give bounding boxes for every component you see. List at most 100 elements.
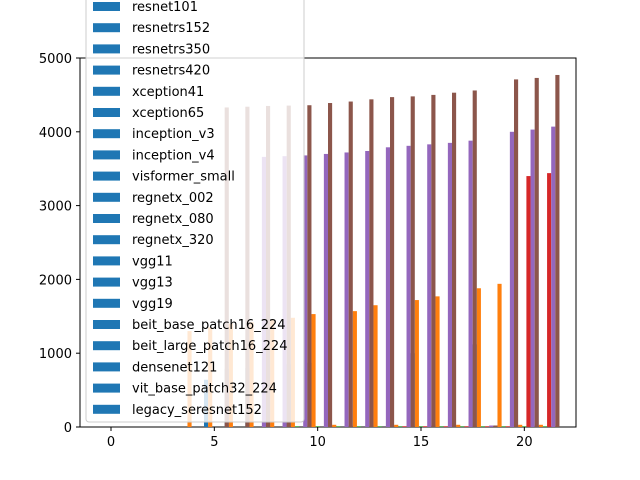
bar-s4-x21 xyxy=(551,126,556,427)
legend-swatch xyxy=(93,235,120,245)
bar-s3-x14 xyxy=(402,426,407,427)
bar-s5-x10 xyxy=(328,103,333,428)
legend-label: xception41 xyxy=(132,85,204,100)
bar-s2-x16 xyxy=(439,426,444,427)
legend-swatch xyxy=(93,2,120,11)
bar-s2-x21 xyxy=(542,426,548,427)
bar-s5-x17 xyxy=(472,90,477,427)
bar-s2-x11 xyxy=(336,426,341,427)
bar-s1-x16 xyxy=(435,296,440,427)
legend-label: vgg19 xyxy=(132,297,173,312)
bar-s5-x12 xyxy=(369,99,374,427)
legend-swatch xyxy=(93,277,120,287)
legend-swatch xyxy=(93,44,120,54)
bar-s5-x21 xyxy=(555,74,560,427)
bar-s4-x13 xyxy=(385,147,390,428)
legend-label: beit_large_patch16_224 xyxy=(132,339,287,354)
y-tick-label: 2000 xyxy=(39,273,72,288)
bar-s3-x17 xyxy=(464,426,469,427)
bar-s3-x15 xyxy=(423,426,428,427)
x-tick-label: 0 xyxy=(107,435,115,450)
legend-swatch xyxy=(93,298,120,308)
bar-s5-x11 xyxy=(348,101,353,427)
legend-swatch xyxy=(93,362,120,372)
bar-s2-x20 xyxy=(522,426,527,427)
bar-s1-x20 xyxy=(518,424,523,427)
x-tick-label: 20 xyxy=(516,435,533,450)
bar-s1-x18 xyxy=(476,288,481,427)
legend-swatch xyxy=(93,150,120,160)
bar-s2-x18 xyxy=(480,426,486,427)
bar-s1-x15 xyxy=(414,300,419,427)
bar-s4-x12 xyxy=(365,150,370,428)
legend: resnet101 resnetrs152 resnetrs350 resnetrs4… xyxy=(85,0,305,423)
legend-swatch xyxy=(93,23,120,33)
legend-swatch xyxy=(93,404,120,414)
bar-s4-x17 xyxy=(468,140,473,427)
bar-s5-x15 xyxy=(431,94,436,428)
legend-swatch xyxy=(93,192,120,202)
legend-label: regnetx_080 xyxy=(132,212,214,227)
legend-label: resnetrs420 xyxy=(132,64,210,79)
bar-s4-x9 xyxy=(303,155,308,428)
bar-s2-x15 xyxy=(418,426,424,427)
bar-s2-x17 xyxy=(460,426,465,427)
legend-swatch xyxy=(93,341,120,351)
bar-s1-x21 xyxy=(538,424,543,427)
y-tick-label: 5000 xyxy=(39,52,72,67)
legend-label: resnet101 xyxy=(132,0,198,15)
legend-swatch xyxy=(93,86,120,96)
legend-box xyxy=(85,0,305,423)
bar-s5-x9 xyxy=(307,105,312,427)
bar-s5-x13 xyxy=(390,97,395,428)
legend-label: vit_base_patch32_224 xyxy=(132,382,277,397)
bar-s1-x11 xyxy=(332,424,337,427)
x-tick-label: 5 xyxy=(210,435,218,450)
legend-swatch xyxy=(93,108,120,117)
bar-s5-x14 xyxy=(410,96,415,427)
bar-s3-x21 xyxy=(547,173,552,427)
bar-s3-x19 xyxy=(505,426,510,427)
bar-s3-x16 xyxy=(443,426,448,427)
bar-s2-x12 xyxy=(356,426,362,427)
bar-s4-x10 xyxy=(323,153,328,427)
legend-label: legacy_seresnet152 xyxy=(132,403,262,418)
legend-label: vgg11 xyxy=(132,254,173,269)
legend-label: regnetx_320 xyxy=(132,233,214,248)
bar-s1-x19 xyxy=(497,283,502,427)
y-tick-label: 4000 xyxy=(39,126,72,141)
legend-swatch xyxy=(93,383,120,393)
bar-s4-x18 xyxy=(489,425,494,427)
legend-label: resnetrs152 xyxy=(132,21,210,36)
legend-label: visformer_small xyxy=(132,170,235,185)
bar-s4-x11 xyxy=(344,152,349,427)
legend-label: densenet121 xyxy=(132,360,217,375)
bar-s1-x10 xyxy=(311,314,316,427)
bar-s2-x9 xyxy=(294,426,300,427)
bar-s5-x20 xyxy=(534,77,539,428)
legend-swatch xyxy=(93,320,120,329)
legend-label: inception_v3 xyxy=(132,127,215,142)
bar-s3-x20 xyxy=(526,176,531,427)
bar-s1-x13 xyxy=(373,305,378,427)
x-tick-label: 15 xyxy=(413,435,430,450)
bar-s1-x17 xyxy=(456,424,461,427)
bar-s2-x13 xyxy=(377,426,382,427)
bar-s4-x20 xyxy=(530,129,535,427)
y-tick-label: 0 xyxy=(64,421,72,436)
x-tick-label: 10 xyxy=(309,435,326,450)
legend-label: vgg13 xyxy=(132,276,173,291)
legend-label: inception_v4 xyxy=(132,148,215,163)
legend-label: resnetrs350 xyxy=(132,42,210,57)
bar-s1-x14 xyxy=(394,424,399,427)
bar-s2-x10 xyxy=(315,426,320,427)
y-tick-label: 1000 xyxy=(39,347,72,362)
y-axis: 0 1000 2000 3000 4000 5000 xyxy=(39,52,80,436)
legend-swatch xyxy=(93,65,120,75)
legend-swatch xyxy=(93,256,120,266)
legend-label: xception65 xyxy=(132,106,204,121)
bar-s4-x15 xyxy=(427,144,432,427)
bar-s3-x18 xyxy=(485,426,490,427)
bar-s4-x14 xyxy=(406,145,411,427)
